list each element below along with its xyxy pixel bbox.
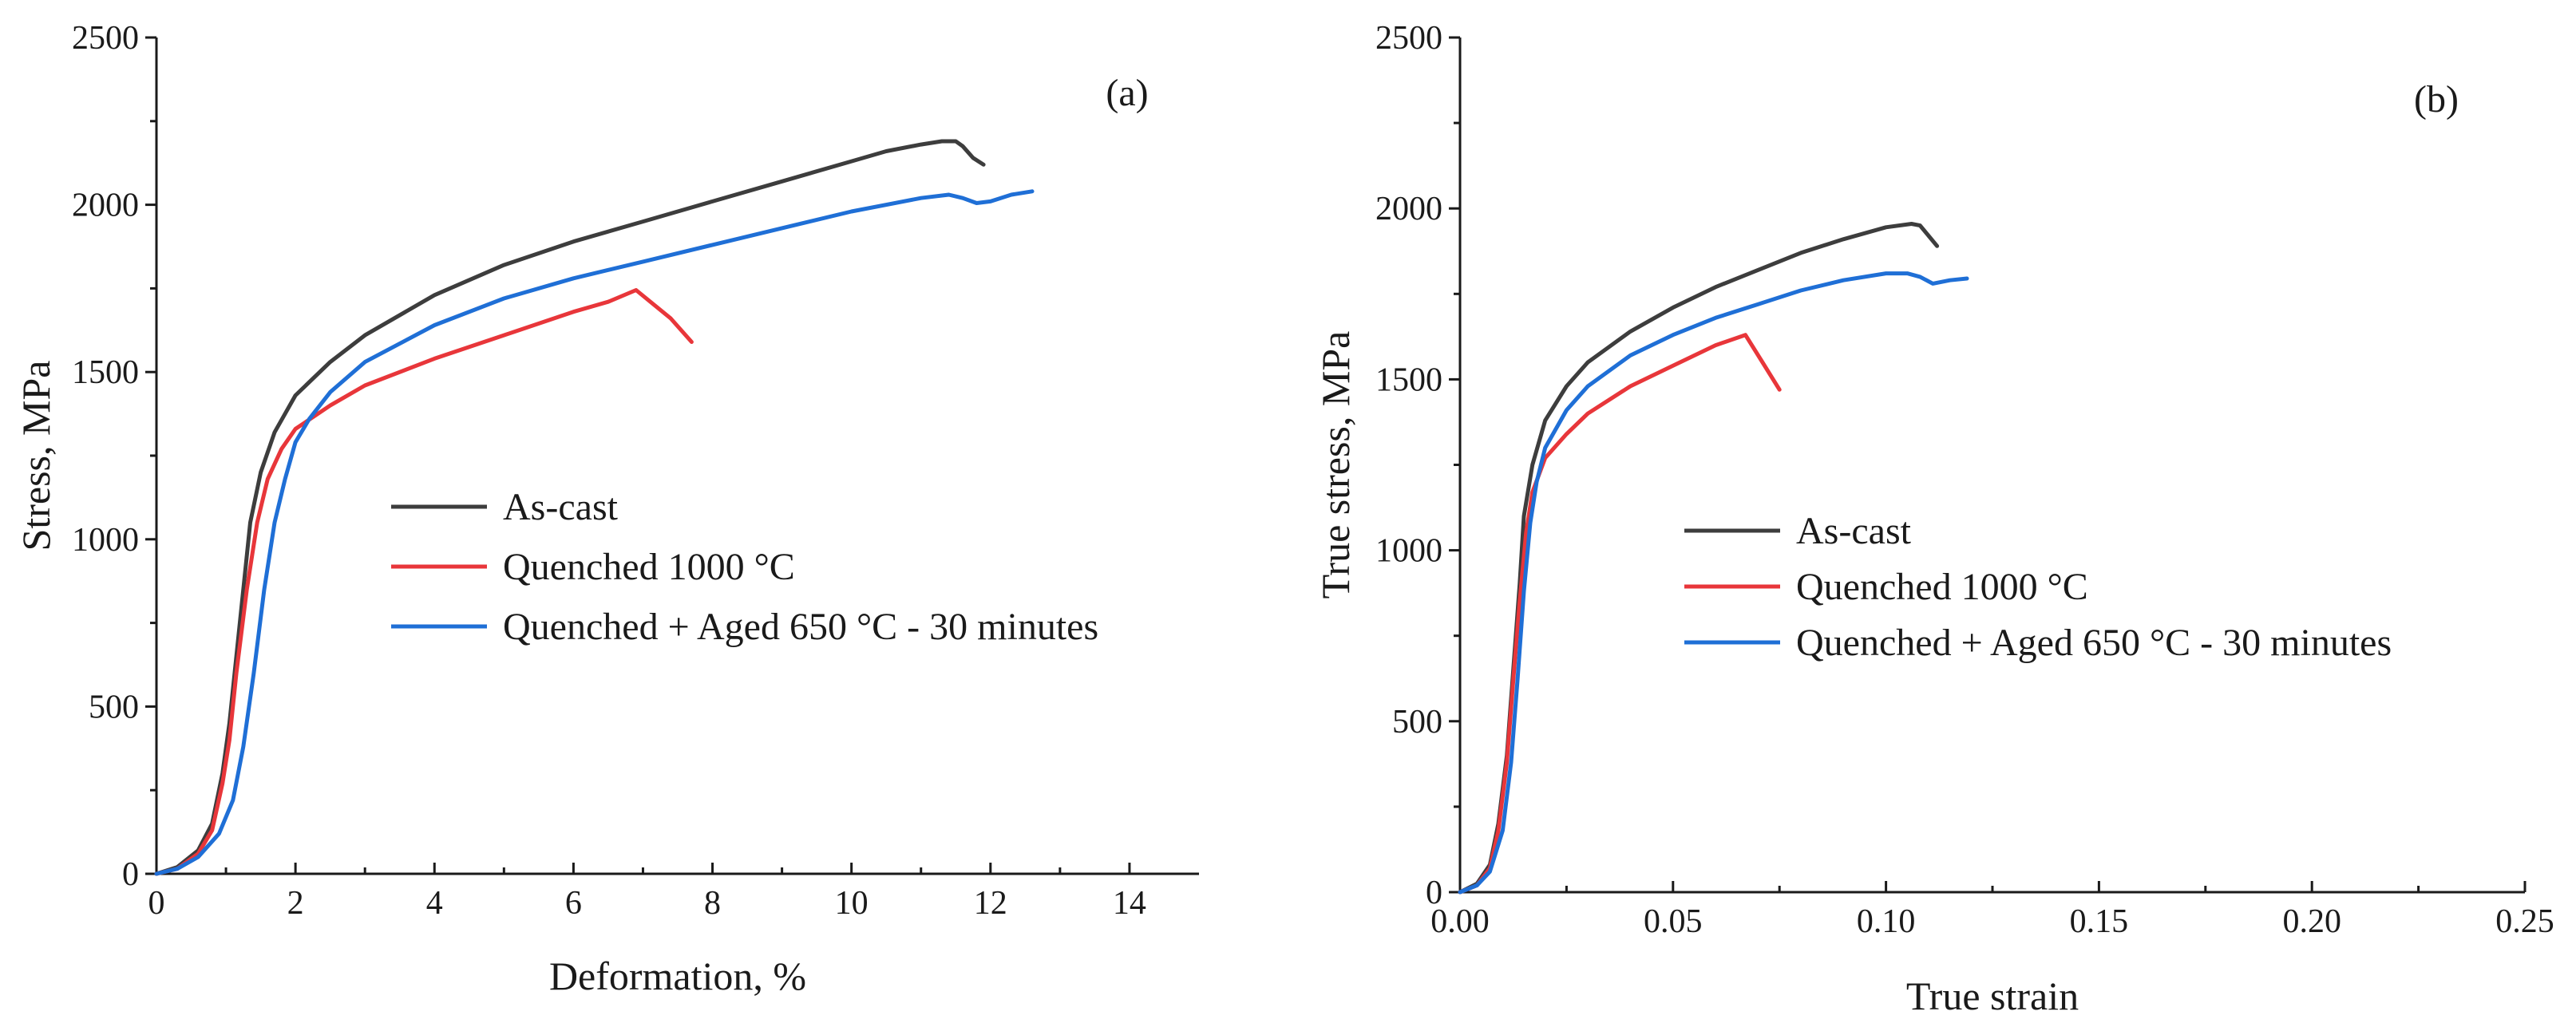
x-tick-label: 10: [835, 885, 869, 922]
x-axis-title: True strain: [1906, 974, 2079, 1018]
x-tick-label: 0: [148, 885, 165, 922]
x-tick-label: 4: [426, 885, 443, 922]
y-axis-title: True stress, MPa: [1313, 331, 1358, 599]
y-tick-label: 2000: [72, 188, 139, 224]
y-axis-title: Stress, MPa: [14, 361, 58, 551]
legend-label: Quenched + Aged 650 °C - 30 minutes: [503, 606, 1098, 648]
y-tick-label: 500: [89, 689, 139, 725]
legend-label: As-cast: [1796, 510, 1912, 552]
x-tick-label: 6: [565, 885, 582, 922]
legend-label: As-cast: [503, 486, 619, 528]
x-tick-label: 0.05: [1644, 903, 1703, 940]
x-tick-label: 0.20: [2282, 903, 2341, 940]
series-line-2: [1458, 333, 1782, 895]
x-tick-label: 0.00: [1430, 903, 1490, 940]
axis-lines: [1458, 38, 2525, 894]
y-tick-label: 0: [1426, 875, 1442, 911]
x-axis-title: Deformation, %: [549, 954, 806, 998]
x-tick-label: 8: [704, 885, 721, 922]
y-tick-label: 1000: [1375, 533, 1442, 570]
chart-panel-a: 0 2 4 6 8 10 12 14 0 500 1000 1500 2000 2500 Deformati…: [14, 20, 1199, 998]
panel-label: (b): [2414, 78, 2459, 120]
y-tick-label: 1500: [1375, 361, 1442, 398]
x-tick-label: 2: [287, 885, 304, 922]
legend-label: Quenched 1000 °C: [503, 546, 795, 588]
y-tick-label: 500: [1392, 704, 1442, 741]
panel-label: (a): [1106, 72, 1148, 114]
y-tick-label: 2500: [72, 20, 139, 57]
y-tick-label: 2500: [1375, 20, 1442, 57]
y-tick-label: 1000: [72, 522, 139, 559]
x-tick-label: 14: [1113, 885, 1146, 922]
axis-lines: [155, 38, 1199, 875]
y-tick-label: 1500: [72, 354, 139, 391]
legend: As-cast Quenched 1000 °C Quenched + Aged 6…: [391, 486, 1098, 648]
series-line-3: [1458, 271, 1969, 895]
x-tick-label: 0.15: [2070, 903, 2129, 940]
y-tick-label: 0: [122, 856, 139, 893]
x-tick-label: 0.10: [1857, 903, 1916, 940]
series-line-2: [154, 288, 694, 876]
series-line-1: [154, 139, 986, 876]
series-line-3: [154, 189, 1035, 876]
x-tick-label: 12: [974, 885, 1007, 922]
chart-panel-b: 0.00 0.05 0.10 0.15 0.20 0.25 0 500 1000 1500 2000…: [1313, 20, 2554, 1018]
legend-label: Quenched + Aged 650 °C - 30 minutes: [1796, 622, 2392, 664]
legend-label: Quenched 1000 °C: [1796, 566, 2088, 608]
y-tick-label: 2000: [1375, 191, 1442, 227]
x-tick-label: 0.25: [2495, 903, 2554, 940]
legend: As-cast Quenched 1000 °C Quenched + Aged 6…: [1684, 510, 2392, 664]
